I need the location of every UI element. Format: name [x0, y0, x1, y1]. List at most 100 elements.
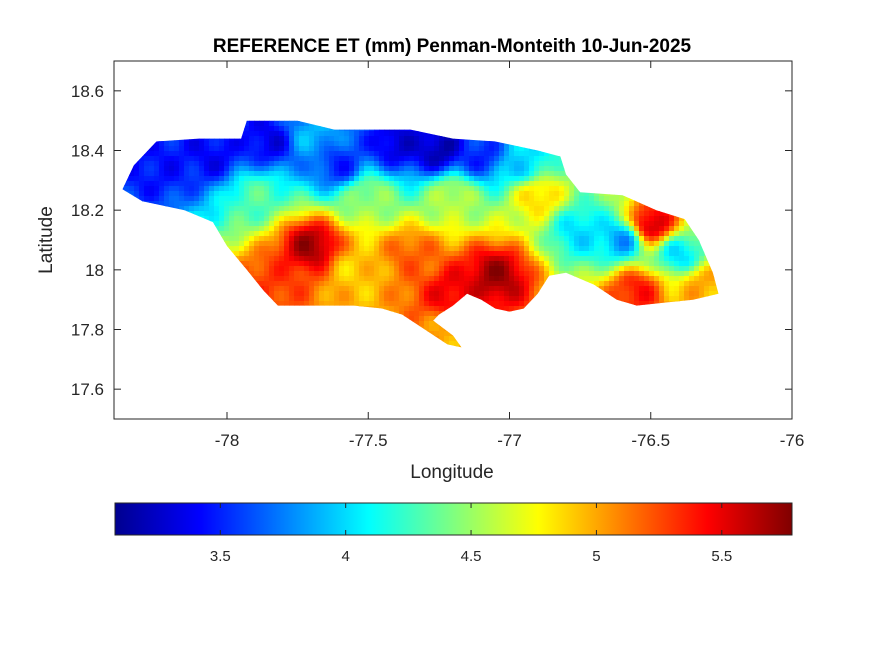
field-cell [189, 181, 195, 187]
field-cell [444, 341, 450, 347]
field-cell [239, 151, 245, 157]
field-cell [274, 211, 280, 217]
field-cell [449, 171, 455, 177]
field-cell [414, 261, 420, 267]
field-cell [164, 176, 170, 182]
field-cell [384, 186, 390, 192]
field-cell [439, 246, 445, 252]
field-cell [209, 206, 215, 212]
field-cell [449, 161, 455, 167]
field-cell [404, 261, 410, 267]
field-cell [414, 276, 420, 282]
field-cell [459, 146, 465, 152]
field-cell [259, 206, 265, 212]
field-cell [269, 241, 275, 247]
field-cell [234, 146, 240, 152]
field-cell [239, 246, 245, 252]
field-cell [299, 136, 305, 142]
field-cell [329, 246, 335, 252]
field-cell [264, 126, 270, 132]
field-cell [404, 136, 410, 142]
field-cell [434, 331, 440, 337]
field-cell [279, 121, 285, 127]
field-cell [249, 156, 255, 162]
field-cell [269, 131, 275, 137]
field-cell [264, 181, 270, 187]
field-cell [404, 186, 410, 192]
field-cell [234, 176, 240, 182]
field-cell [374, 276, 380, 282]
field-cell [234, 171, 240, 177]
field-cell [449, 281, 455, 287]
field-cell [244, 131, 250, 137]
field-cell [259, 251, 265, 257]
field-cell [249, 266, 255, 272]
field-cell [444, 211, 450, 217]
field-cell [224, 191, 230, 197]
field-cell [304, 206, 310, 212]
field-cell [349, 216, 355, 222]
field-cell [274, 131, 280, 137]
field-cell [414, 171, 420, 177]
field-cell [284, 276, 290, 282]
field-cell [424, 266, 430, 272]
field-cell [434, 276, 440, 282]
field-cell [174, 151, 180, 157]
field-cell [234, 161, 240, 167]
field-cell [374, 136, 380, 142]
field-cell [244, 206, 250, 212]
field-cell [404, 161, 410, 167]
field-cell [199, 171, 205, 177]
field-cell [299, 196, 305, 202]
field-cell [179, 181, 185, 187]
field-cell [444, 281, 450, 287]
field-cell [344, 171, 350, 177]
field-cell [239, 251, 245, 257]
field-cell [314, 206, 320, 212]
field-cell [369, 161, 375, 167]
field-cell [324, 206, 330, 212]
field-cell [334, 226, 340, 232]
field-cell [384, 296, 390, 302]
field-cell [229, 196, 235, 202]
field-cell [399, 271, 405, 277]
field-cell [249, 166, 255, 172]
field-cell [419, 156, 425, 162]
field-cell [299, 276, 305, 282]
field-cell [244, 176, 250, 182]
field-cell [399, 251, 405, 257]
field-cell [359, 256, 365, 262]
field-cell [284, 126, 290, 132]
field-cell [379, 136, 385, 142]
field-cell [334, 301, 340, 307]
field-cell [289, 256, 295, 262]
field-cell [259, 156, 265, 162]
field-cell [254, 226, 260, 232]
field-cell [219, 171, 225, 177]
field-cell [309, 226, 315, 232]
field-cell [229, 226, 235, 232]
field-cell [379, 221, 385, 227]
field-cell [424, 146, 430, 152]
field-cell [414, 316, 420, 322]
field-cell [134, 171, 140, 177]
field-cell [369, 301, 375, 307]
field-cell [239, 156, 245, 162]
field-cell [299, 166, 305, 172]
field-cell [454, 186, 460, 192]
field-cell [344, 286, 350, 292]
field-cell [419, 221, 425, 227]
field-cell [194, 206, 200, 212]
field-cell [224, 186, 230, 192]
field-cell [349, 281, 355, 287]
field-cell [324, 266, 330, 272]
field-cell [174, 181, 180, 187]
field-cell [254, 206, 260, 212]
field-cell [359, 161, 365, 167]
field-cell [314, 236, 320, 242]
field-cell [314, 186, 320, 192]
field-cell [294, 151, 300, 157]
field-cell [234, 221, 240, 227]
field-cell [164, 156, 170, 162]
field-cell [189, 191, 195, 197]
